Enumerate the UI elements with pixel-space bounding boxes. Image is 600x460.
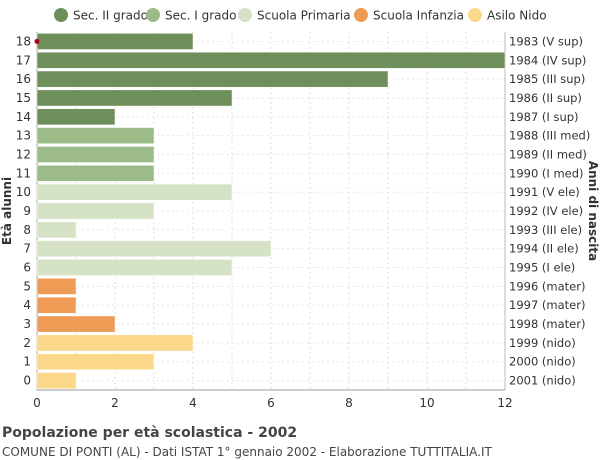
bar-age-14	[36, 108, 116, 126]
legend-swatch-nido	[468, 8, 482, 22]
tick-label-birth-year: 1994 (II ele)	[509, 242, 579, 256]
tick-label-birth-year: 1999 (nido)	[509, 336, 576, 350]
tick-label-birth-year: 1988 (III med)	[509, 129, 590, 143]
bar-age-0	[36, 372, 77, 389]
tick-label-birth-year: 1991 (V ele)	[509, 185, 580, 199]
chart-title: Popolazione per età scolastica - 2002	[2, 425, 298, 441]
bar-age-13	[36, 127, 155, 144]
tick-label-birth-year: 1984 (IV sup)	[509, 53, 586, 67]
tick-label-x: 0	[33, 396, 41, 410]
tick-label-age: 0	[23, 374, 31, 388]
tick-label-age: 9	[23, 204, 31, 218]
tick-label-age: 2	[23, 336, 31, 350]
tick-label-age: 12	[16, 147, 31, 161]
tick-label-x: 2	[111, 396, 119, 410]
chart-subtitle: COMUNE DI PONTI (AL) - Dati ISTAT 1° gen…	[2, 445, 492, 459]
tick-label-birth-year: 2000 (nido)	[509, 355, 576, 369]
legend-swatch-sec2	[54, 8, 68, 22]
tick-label-birth-year: 1992 (IV ele)	[509, 204, 583, 218]
tick-label-birth-year: 1987 (I sup)	[509, 110, 579, 124]
legend-label-inf: Scuola Infanzia	[373, 9, 464, 23]
tick-label-birth-year: 1990 (I med)	[509, 166, 584, 180]
tick-label-x: 6	[267, 396, 275, 410]
tick-label-birth-year: 2001 (nido)	[509, 374, 576, 388]
bar-age-11	[36, 164, 155, 182]
bar-age-15	[36, 89, 233, 107]
axis-title-left: Età alunni	[0, 177, 14, 245]
bar-age-9	[36, 202, 155, 220]
tick-label-age: 3	[23, 317, 31, 331]
bar-age-16	[36, 70, 389, 88]
highlight-marker	[34, 38, 40, 44]
tick-label-age: 10	[16, 185, 31, 199]
tick-label-age: 17	[16, 53, 31, 67]
bar-age-17	[36, 51, 506, 69]
tick-label-age: 15	[16, 91, 31, 105]
bar-age-5	[36, 278, 77, 295]
tick-label-x: 12	[497, 396, 512, 410]
legend-swatch-prim	[238, 8, 252, 22]
tick-label-birth-year: 1997 (mater)	[509, 298, 585, 312]
tick-label-age: 4	[23, 298, 31, 312]
bar-age-6	[36, 259, 233, 276]
bar-age-2	[36, 334, 194, 352]
bar-age-7	[36, 240, 272, 258]
tick-label-age: 1	[23, 355, 31, 369]
tick-label-age: 11	[16, 166, 31, 180]
tick-label-age: 13	[16, 129, 31, 143]
tick-label-age: 16	[16, 72, 31, 86]
tick-label-birth-year: 1989 (II med)	[509, 147, 587, 161]
tick-label-birth-year: 1986 (II sup)	[509, 91, 582, 105]
legend-label-sec1: Sec. I grado	[165, 9, 236, 23]
tick-label-age: 18	[16, 34, 31, 48]
tick-label-age: 7	[23, 242, 31, 256]
tick-label-age: 8	[23, 223, 31, 237]
bar-age-3	[36, 315, 116, 333]
tick-label-x: 8	[345, 396, 353, 410]
tick-label-birth-year: 1993 (III ele)	[509, 223, 582, 237]
bar-age-10	[36, 183, 233, 201]
tick-label-birth-year: 1985 (III sup)	[509, 72, 585, 86]
tick-label-birth-year: 1995 (I ele)	[509, 261, 575, 275]
tick-label-age: 5	[23, 279, 31, 293]
bar-age-18	[36, 33, 194, 50]
chart: 18 1983 (V sup)17 1984 (IV sup)16 1985 (III…	[0, 8, 600, 410]
bar-age-8	[36, 221, 77, 239]
tick-label-x: 4	[189, 396, 197, 410]
legend-swatch-inf	[354, 8, 368, 22]
legend-swatch-sec1	[146, 8, 160, 22]
tick-label-age: 6	[23, 261, 31, 275]
tick-label-birth-year: 1998 (mater)	[509, 317, 585, 331]
bar-age-12	[36, 146, 155, 163]
legend-label-prim: Scuola Primaria	[257, 9, 351, 23]
axis-title-right: Anni di nascita	[586, 161, 600, 261]
legend-label-nido: Asilo Nido	[487, 9, 547, 23]
bar-age-1	[36, 353, 155, 371]
bar-age-4	[36, 296, 77, 314]
legend-label-sec2: Sec. II grado	[73, 9, 148, 23]
tick-label-x: 10	[419, 396, 434, 410]
tick-label-birth-year: 1996 (mater)	[509, 279, 585, 293]
tick-label-birth-year: 1983 (V sup)	[509, 34, 583, 48]
tick-label-age: 14	[16, 110, 31, 124]
